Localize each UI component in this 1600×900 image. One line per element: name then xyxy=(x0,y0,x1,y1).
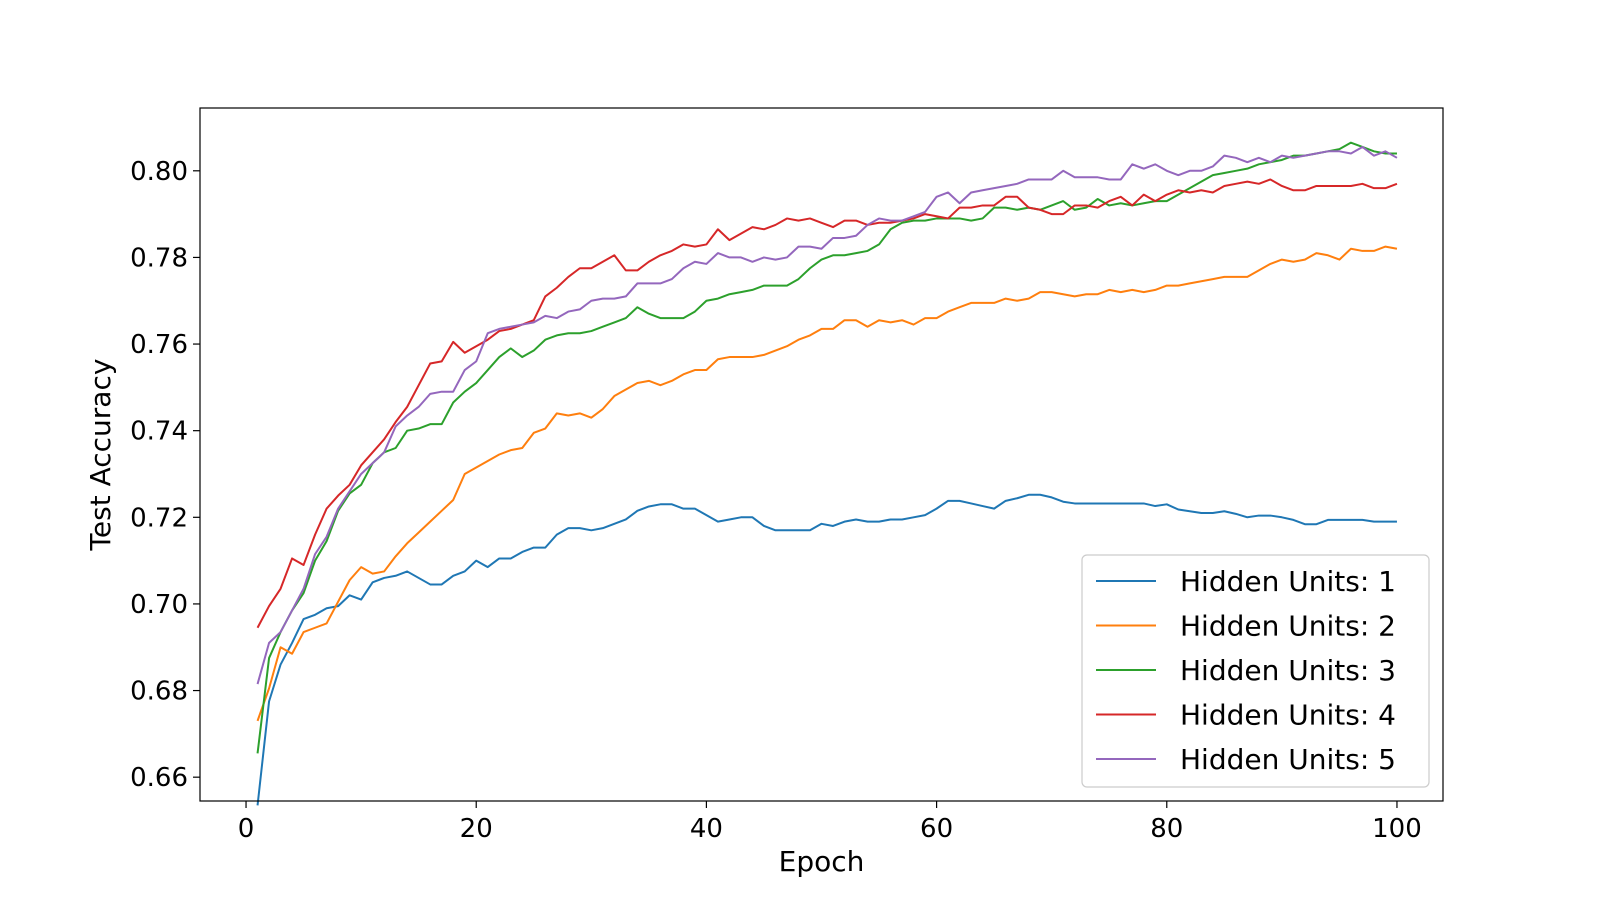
x-tick-label: 60 xyxy=(920,814,953,844)
y-tick-label: 0.72 xyxy=(130,503,188,533)
series-line-4 xyxy=(256,178,1398,629)
legend-box xyxy=(1081,554,1430,788)
legend-entry: Hidden Units: 1 xyxy=(1180,565,1396,598)
series-line-5 xyxy=(256,145,1398,685)
y-tick-label: 0.66 xyxy=(130,763,188,793)
x-axis-ticks: 0 20 40 60 80 100 xyxy=(238,801,1422,844)
x-tick-label: 80 xyxy=(1150,814,1183,844)
x-tick-label: 20 xyxy=(460,814,493,844)
legend-entry: Hidden Units: 2 xyxy=(1180,610,1396,643)
y-axis-ticks: 0.66 0.68 0.70 0.72 0.74 0.76 0.78 0.80 xyxy=(130,157,200,793)
y-tick-label: 0.68 xyxy=(130,677,188,707)
y-axis-label: Test Accuracy xyxy=(84,359,117,552)
y-tick-label: 0.80 xyxy=(130,157,188,187)
y-tick-label: 0.76 xyxy=(130,330,188,360)
y-tick-label: 0.74 xyxy=(130,417,188,447)
x-axis-label: Epoch xyxy=(779,845,865,878)
series-line-3 xyxy=(256,141,1397,754)
x-tick-label: 40 xyxy=(690,814,723,844)
series-lines xyxy=(256,141,1398,806)
y-tick-label: 0.78 xyxy=(130,243,188,273)
legend-entry: Hidden Units: 3 xyxy=(1180,654,1396,687)
legend-entry: Hidden Units: 5 xyxy=(1180,743,1396,776)
x-tick-label: 100 xyxy=(1372,814,1422,844)
series-line-2 xyxy=(256,245,1398,722)
legend-entry: Hidden Units: 4 xyxy=(1180,699,1396,732)
y-tick-label: 0.70 xyxy=(130,590,188,620)
x-tick-label: 0 xyxy=(238,814,255,844)
series-line-1 xyxy=(256,493,1397,806)
legend: Hidden Units: 1 Hidden Units: 2 Hidden Uni… xyxy=(1081,554,1430,788)
plot-frame xyxy=(199,107,1444,802)
